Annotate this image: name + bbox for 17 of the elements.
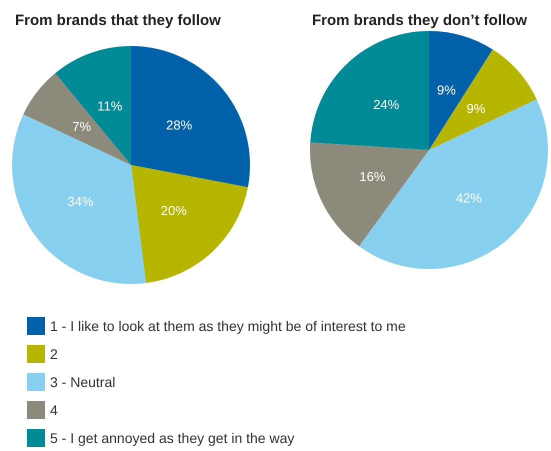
data-label: 28%	[166, 118, 193, 133]
data-label: 9%	[466, 101, 486, 116]
legend-label: 4	[50, 402, 58, 418]
data-label: 42%	[456, 190, 482, 206]
chart-title: From brands they don’t follow	[312, 12, 528, 29]
legend-label: 2	[50, 346, 58, 362]
data-label: 16%	[359, 169, 386, 184]
data-label: 34%	[67, 194, 94, 210]
legend-label: 3 - Neutral	[50, 374, 116, 390]
chart-title: From brands that they follow	[15, 12, 222, 29]
data-label: 11%	[97, 98, 123, 114]
data-label: 20%	[160, 203, 188, 218]
legend-label: 5 - I get annoyed as they get in the way	[50, 430, 294, 446]
data-label: 9%	[437, 82, 456, 98]
legend-label: 1 - I like to look at them as they might be of interest to me	[50, 318, 406, 334]
data-label: 7%	[72, 119, 92, 134]
data-label: 24%	[373, 96, 400, 112]
